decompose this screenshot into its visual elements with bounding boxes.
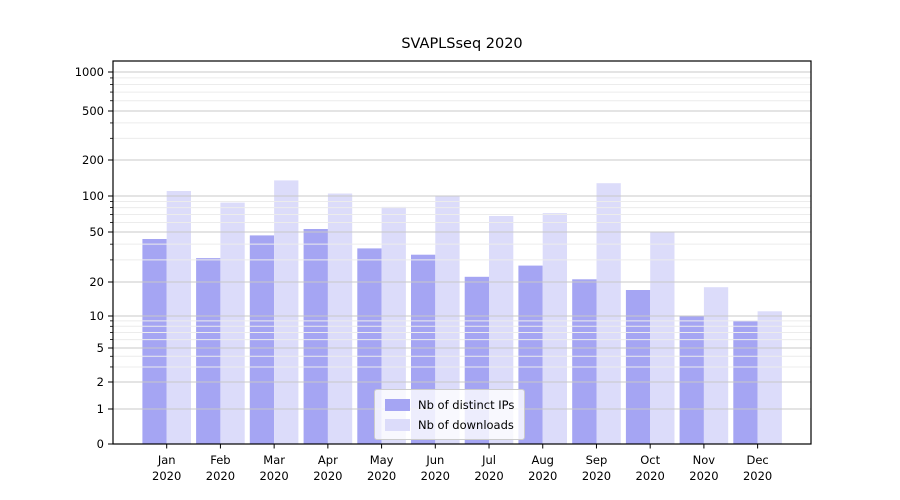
bar-distinct-ips-nov: [679, 316, 704, 444]
bar-distinct-ips-feb: [196, 258, 221, 444]
x-tick-label-month: Nov: [693, 453, 716, 467]
x-tick-label-month: Oct: [640, 453, 660, 467]
y-tick-label: 2: [97, 375, 104, 389]
y-tick-label: 0: [97, 437, 104, 451]
x-tick-label-month: Jun: [425, 453, 444, 467]
x-tick-label-year: 2020: [152, 469, 181, 483]
legend-swatch-downloads: [385, 418, 410, 431]
bar-downloads-dec: [757, 311, 782, 444]
y-tick-label: 5: [97, 341, 104, 355]
x-tick-label-month: Dec: [746, 453, 768, 467]
legend-label-downloads: Nb of downloads: [418, 417, 514, 432]
legend-item-downloads: Nb of downloads: [385, 417, 514, 432]
x-tick-label-month: Mar: [263, 453, 285, 467]
bar-distinct-ips-sep: [572, 279, 597, 444]
x-tick-label-month: Apr: [318, 453, 338, 467]
x-tick-label-year: 2020: [421, 469, 450, 483]
bar-downloads-jan: [166, 191, 191, 444]
chart-title: SVAPLSseq 2020: [401, 36, 523, 52]
bar-downloads-oct: [650, 232, 675, 444]
y-tick-label: 100: [82, 189, 104, 203]
bar-distinct-ips-apr: [303, 229, 328, 444]
legend-item-distinct-ips: Nb of distinct IPs: [385, 397, 514, 412]
legend-label-distinct-ips: Nb of distinct IPs: [418, 397, 515, 412]
x-tick-label-year: 2020: [743, 469, 772, 483]
x-tick-label-year: 2020: [689, 469, 718, 483]
x-tick-label-month: Feb: [210, 453, 230, 467]
x-tick-label-year: 2020: [636, 469, 665, 483]
y-tick-label: 500: [82, 104, 104, 118]
x-tick-label-month: Aug: [532, 453, 554, 467]
bar-downloads-mar: [274, 180, 299, 444]
y-tick-label: 20: [89, 275, 104, 289]
x-tick-label-year: 2020: [367, 469, 396, 483]
x-tick-label-year: 2020: [206, 469, 235, 483]
x-tick-label-year: 2020: [474, 469, 503, 483]
bar-downloads-nov: [703, 287, 729, 444]
x-tick-label-month: Jul: [481, 453, 496, 467]
legend: Nb of distinct IPs Nb of downloads: [374, 389, 526, 440]
x-tick-label-month: May: [370, 453, 394, 467]
x-tick-label-year: 2020: [528, 469, 557, 483]
x-tick-label-month: Jan: [157, 453, 176, 467]
bar-downloads-aug: [542, 213, 567, 444]
bar-downloads-apr: [327, 193, 353, 444]
y-tick-label: 1: [97, 402, 104, 416]
x-tick-label-year: 2020: [259, 469, 288, 483]
y-tick-label: 200: [82, 153, 104, 167]
bar-distinct-ips-jan: [142, 239, 167, 444]
legend-swatch-distinct-ips: [385, 398, 410, 411]
x-tick-label-month: Sep: [586, 453, 608, 467]
plot-border: [112, 60, 812, 445]
y-tick-label: 10: [89, 309, 104, 323]
x-tick-label-year: 2020: [313, 469, 342, 483]
bar-downloads-sep: [596, 183, 621, 444]
y-tick-label: 50: [89, 225, 104, 239]
x-tick-label-year: 2020: [582, 469, 611, 483]
bar-downloads-feb: [220, 202, 245, 444]
y-tick-label: 1000: [75, 65, 104, 79]
